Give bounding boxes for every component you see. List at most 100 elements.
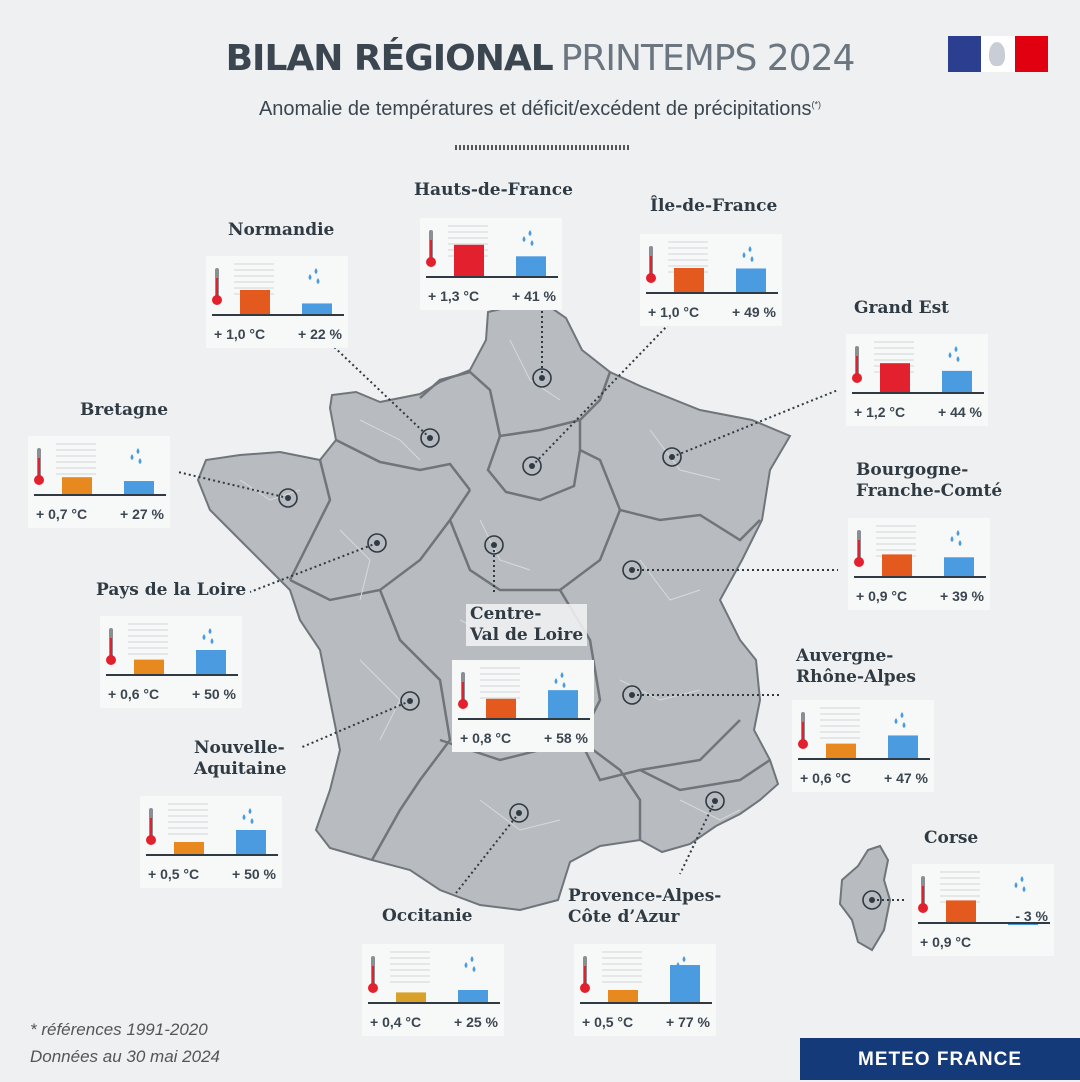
region-card-normandie: + 1,0 °C + 22 % [206, 256, 348, 348]
precip-bar [196, 650, 226, 674]
leader-line-occitanie [455, 812, 520, 894]
raindrops-icon [948, 346, 960, 362]
title-light: PRINTEMPS 2024 [560, 38, 856, 79]
precip-value: + 41 % [512, 288, 556, 304]
temp-bar [396, 992, 426, 1002]
raindrops-icon [242, 808, 254, 824]
temp-value: + 0,6 °C [108, 686, 160, 702]
thermometer-icon [426, 230, 436, 267]
region-label-occitanie: Occitanie [378, 906, 477, 927]
region-card-corse: + 0,9 °C - 3 % [912, 864, 1054, 956]
subtitle-note: (*) [811, 99, 822, 110]
border-bretagne [288, 459, 332, 581]
precip-value: + 77 % [666, 1014, 710, 1030]
thermometer-icon [146, 808, 156, 845]
thermometer-icon [798, 712, 808, 749]
thermometer-icon [368, 956, 378, 993]
precip-value: + 39 % [940, 588, 984, 604]
precip-bar [942, 370, 972, 392]
temp-bar [62, 477, 92, 494]
temp-bar [134, 659, 164, 674]
precip-value: + 44 % [938, 404, 982, 420]
temp-bar [946, 900, 976, 922]
precip-bar [124, 481, 154, 494]
republique-francaise-logo [948, 36, 1048, 72]
temp-bar [880, 363, 910, 392]
leader-line-provence-alpes-cote-d-azur [679, 800, 716, 875]
page-subtitle: Anomalie de températures et déficit/excé… [0, 98, 1080, 121]
thermometer-icon [580, 956, 590, 993]
temp-bar [882, 554, 912, 576]
region-label-nouvelle-aquitaine: Nouvelle- Aquitaine [190, 738, 291, 780]
thermometer-icon [646, 246, 656, 283]
temp-value: + 1,3 °C [428, 288, 480, 304]
precip-value: + 50 % [232, 866, 276, 882]
region-card-hauts-de-france: + 1,3 °C + 41 % [420, 218, 562, 310]
marker-nouvelle-aquitaine [400, 691, 420, 711]
temp-value: + 0,8 °C [460, 730, 512, 746]
marker-hauts-de-france [532, 368, 552, 388]
temp-value: + 0,5 °C [148, 866, 200, 882]
region-card-nouvelle-aquitaine: + 0,5 °C + 50 % [140, 796, 282, 888]
raindrops-icon [742, 246, 754, 262]
temp-bar [240, 290, 270, 314]
raindrops-icon [554, 672, 566, 688]
footer-reference: * références 1991-2020 [30, 1020, 208, 1039]
subtitle-text: Anomalie de températures et déficit/excé… [258, 98, 812, 120]
precip-bar [302, 303, 332, 314]
thermometer-icon [212, 268, 222, 305]
marker-provence-alpes-cote-d-azur [705, 791, 725, 811]
region-card-occitanie: + 0,4 °C + 25 % [362, 944, 504, 1036]
raindrops-icon [1014, 876, 1026, 892]
region-label-bretagne: Bretagne [76, 400, 173, 421]
temp-bar [608, 990, 638, 1002]
temp-value: + 1,0 °C [214, 326, 266, 342]
raindrops-icon [202, 628, 214, 644]
raindrops-icon [464, 956, 476, 972]
region-label-normandie: Normandie [224, 220, 339, 241]
raindrops-icon [130, 448, 142, 464]
border-centre [448, 509, 622, 592]
border-occ [439, 738, 642, 840]
region-card-provence-alpes-cote-d-azur: + 0,5 °C + 77 % [574, 944, 716, 1036]
temp-value: + 0,7 °C [36, 506, 88, 522]
marker-pays-de-la-loire [367, 533, 387, 553]
temp-bar [174, 842, 204, 854]
thermometer-icon [34, 448, 44, 485]
thermometer-icon [852, 346, 862, 383]
raindrops-icon [894, 712, 906, 728]
marker-corse [862, 890, 882, 910]
marker-ile-de-france [522, 456, 542, 476]
region-label-bourgogne-franche-comte: Bourgogne- Franche-Comté [852, 460, 1007, 502]
border-pdl [289, 489, 472, 602]
precip-value: + 25 % [454, 1014, 498, 1030]
region-label-pays-de-la-loire: Pays de la Loire [92, 580, 251, 601]
border-ara [558, 589, 741, 782]
region-label-provence-alpes-cote-d-azur: Provence-Alpes- Côte d’Azur [564, 886, 726, 928]
precip-value: + 22 % [298, 326, 342, 342]
marker-normandie [420, 428, 440, 448]
temp-value: + 0,9 °C [920, 934, 972, 950]
leader-line-bretagne [177, 471, 289, 499]
corse-outline [838, 844, 892, 952]
precip-value: + 50 % [192, 686, 236, 702]
border-grandest [579, 448, 761, 542]
footer-notes: * références 1991-2020 Données au 30 mai… [30, 1016, 220, 1070]
precip-bar [236, 830, 266, 854]
temp-bar [486, 698, 516, 718]
temp-bar [826, 743, 856, 758]
region-label-ile-de-france: Île-de-France [646, 196, 782, 217]
precip-bar [548, 690, 578, 718]
marker-centre-val-de-loire [484, 535, 504, 555]
precip-bar [736, 268, 766, 292]
region-card-grand-est: + 1,2 °C + 44 % [846, 334, 988, 426]
precip-value: + 58 % [544, 730, 588, 746]
precip-value: + 49 % [732, 304, 776, 320]
marker-bourgogne-franche-comte [622, 560, 642, 580]
thermometer-icon [854, 530, 864, 567]
border-na [370, 589, 452, 861]
marker-auvergne-rhone-alpes [622, 685, 642, 705]
temp-value: + 0,5 °C [582, 1014, 634, 1030]
raindrops-icon [522, 230, 534, 246]
